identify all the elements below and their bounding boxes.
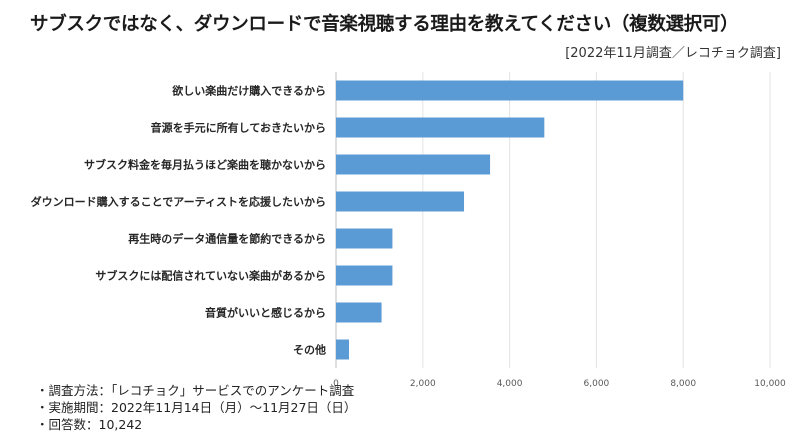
note-method: ・調査方法：「レコチョク」サービスでのアンケート調査 <box>36 383 355 398</box>
category-label: 欲しい楽曲だけ購入できるから <box>171 84 326 98</box>
survey-notes: ・調査方法：「レコチョク」サービスでのアンケート調査 ・実施期間：2022年11… <box>36 382 356 433</box>
bar <box>336 191 465 212</box>
category-label: 音質がいいと感じるから <box>205 306 326 320</box>
x-tick-label: 8,000 <box>670 379 696 389</box>
chart-title: サブスクではなく、ダウンロードで音楽視聴する理由を教えてください（複数選択可） <box>30 14 739 35</box>
bar <box>336 228 393 249</box>
x-tick-label: 0 <box>333 379 339 389</box>
bar <box>336 117 545 138</box>
x-tick-label: 10,000 <box>754 379 786 389</box>
x-tick-labels: 0 2,000 4,000 6,000 8,000 10,000 <box>333 379 786 389</box>
x-tick-label: 6,000 <box>584 379 610 389</box>
category-labels: 欲しい楽曲だけ購入できるから音源を手元に所有しておきたいからサブスク料金を毎月払… <box>31 84 326 357</box>
note-period: ・実施期間：2022年11月14日（月）〜11月27日（日） <box>36 400 357 415</box>
bar <box>336 154 491 175</box>
bar <box>336 339 350 360</box>
category-label: 再生時のデータ通信量を節約できるから <box>128 232 326 246</box>
bar <box>336 80 684 101</box>
category-label: 音源を手元に所有しておきたいから <box>151 121 326 135</box>
category-label: サブスク料金を毎月払うほど楽曲を聴かないから <box>84 158 326 172</box>
category-label: その他 <box>293 343 326 357</box>
x-tick-label: 4,000 <box>497 379 523 389</box>
bar <box>336 302 382 323</box>
gridlines <box>335 72 771 368</box>
bar <box>336 265 393 286</box>
note-responses: ・回答数：10,242 <box>36 417 143 432</box>
category-label: ダウンロード購入することでアーティストを応援したいから <box>31 195 326 209</box>
category-label: サブスクには配信されていない楽曲があるから <box>95 269 326 283</box>
x-tick-label: 2,000 <box>410 379 436 389</box>
chart-subtitle: [2022年11月調査／レコチョク調査] <box>565 46 781 61</box>
bars <box>336 80 684 360</box>
